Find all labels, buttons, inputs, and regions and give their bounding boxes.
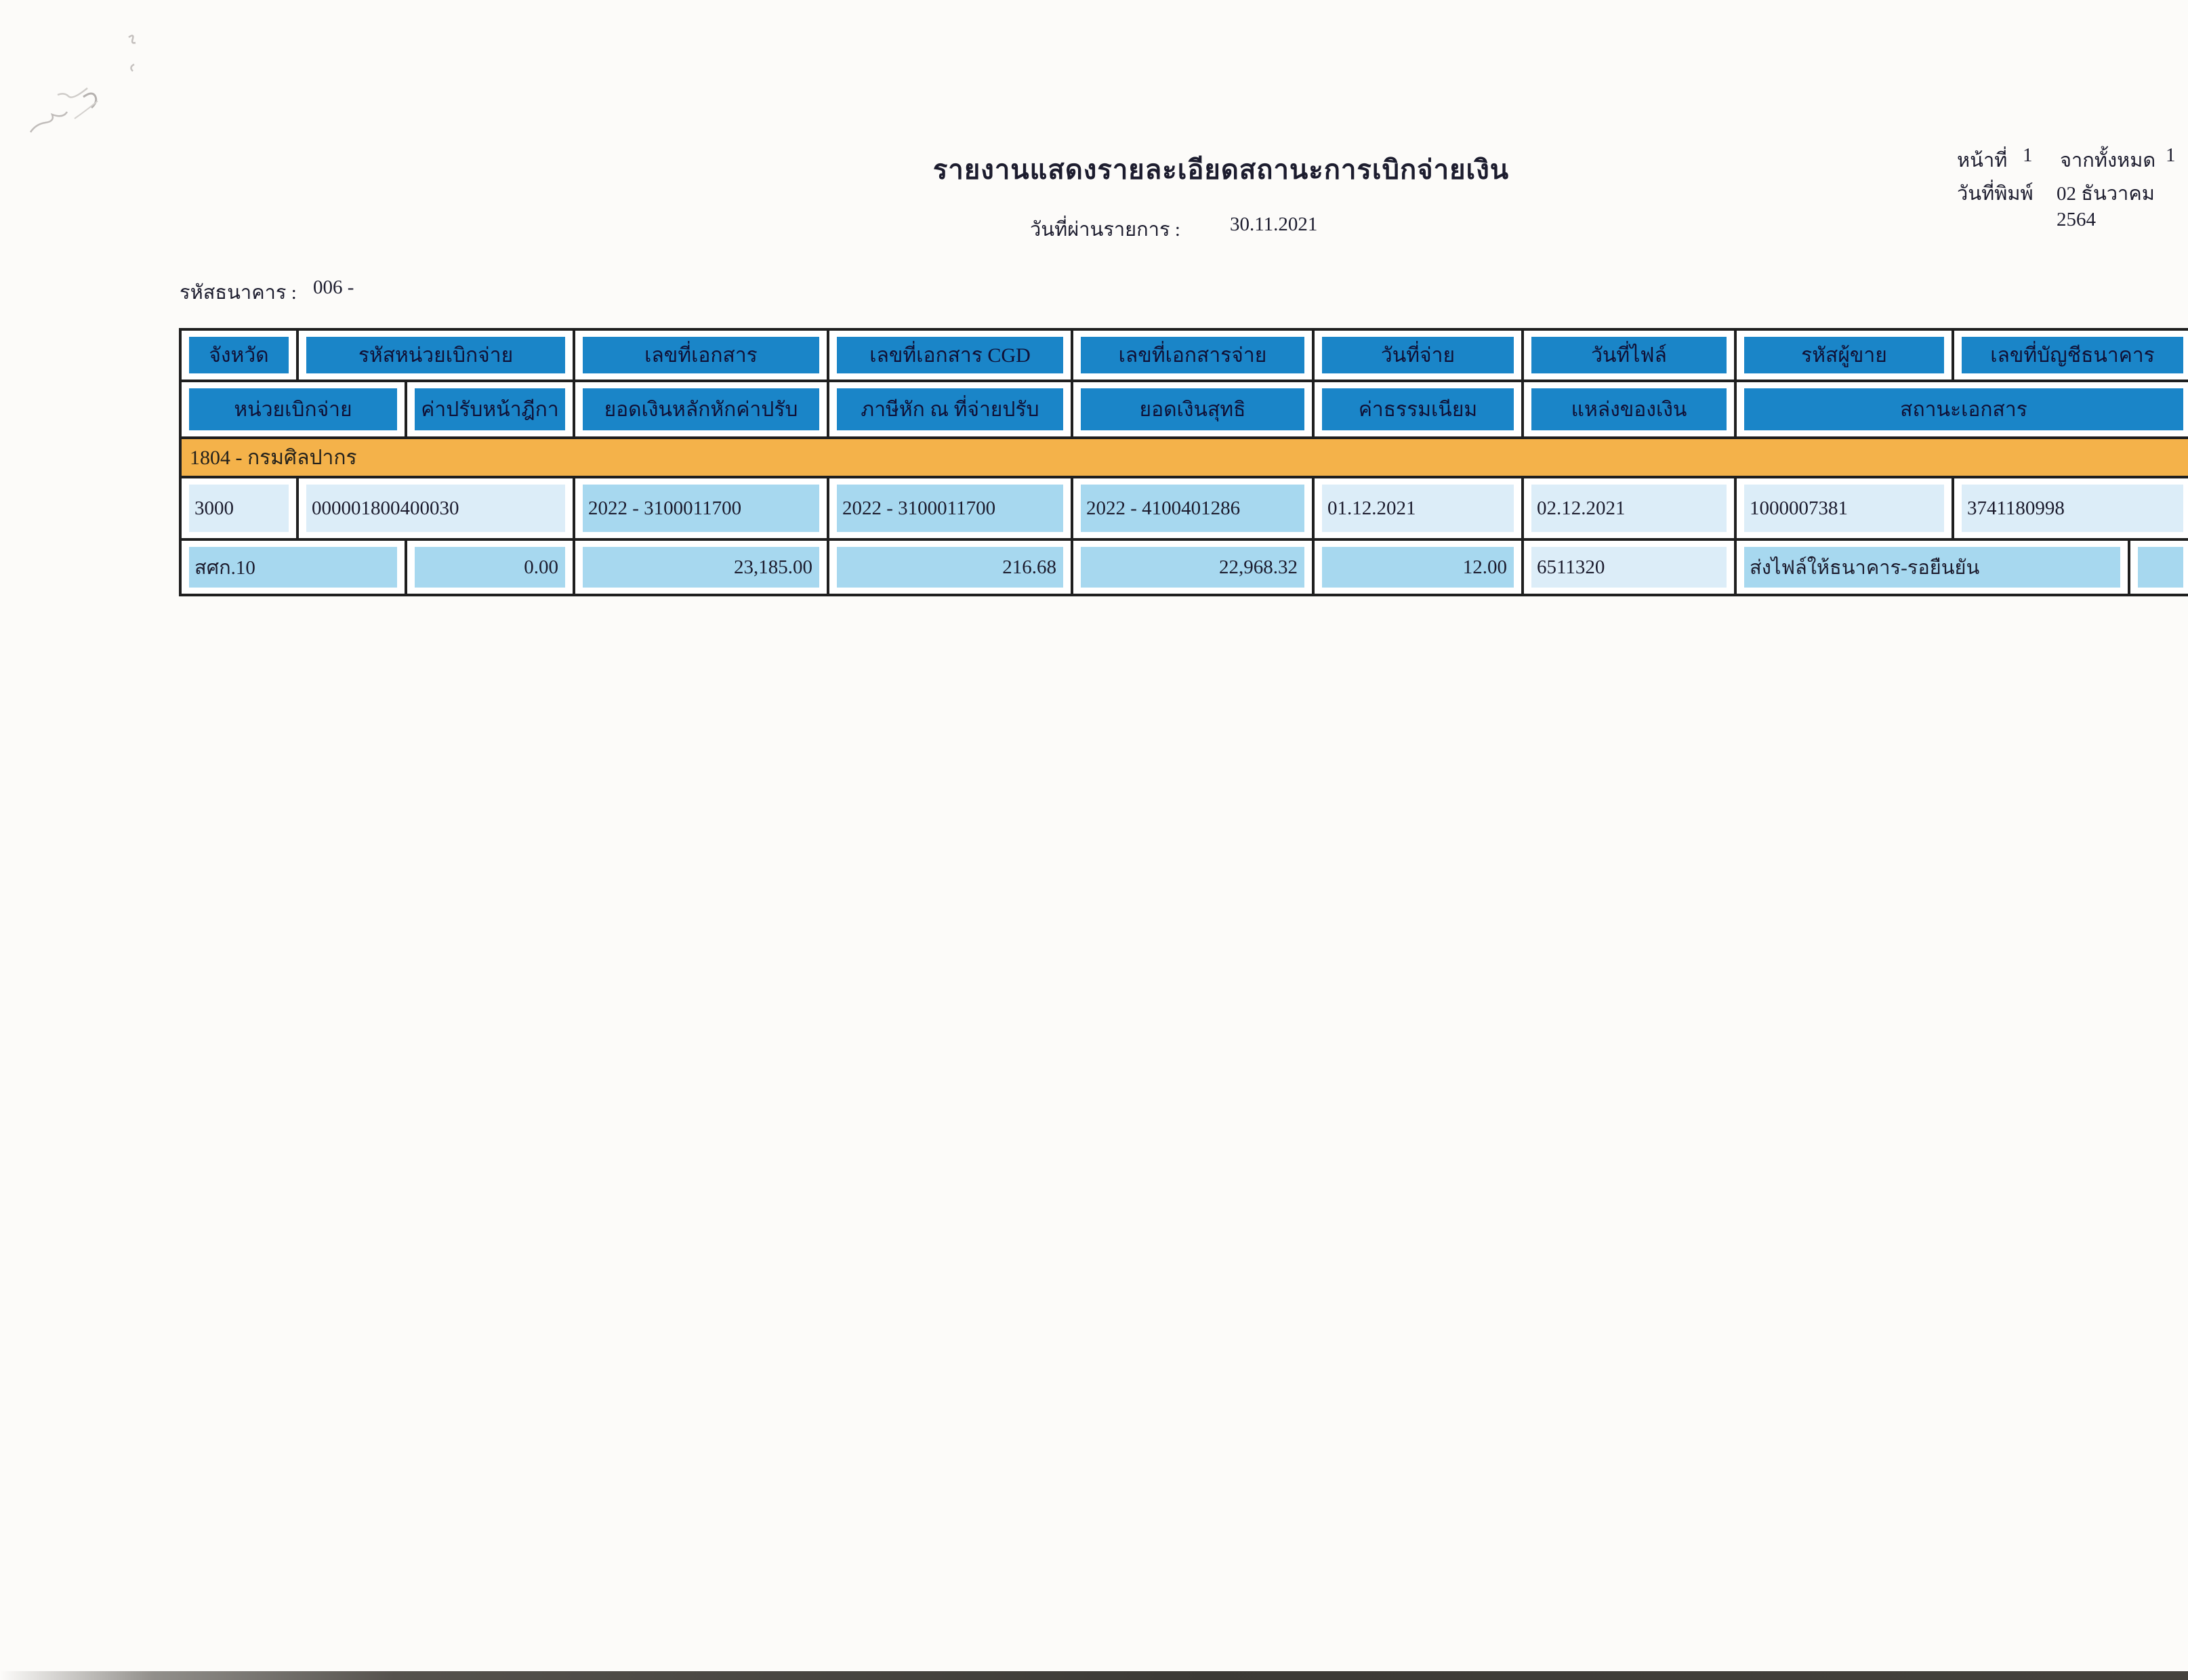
header-province: จังหวัด bbox=[179, 328, 299, 382]
posting-date-label: วันที่ผ่านรายการ : bbox=[1030, 219, 1180, 241]
cell-bank-account-no: 3741180998 bbox=[1952, 476, 2188, 541]
header-document-status: สถานะเอกสาร bbox=[1734, 380, 2188, 439]
cell-vendor-code: 1000007381 bbox=[1734, 476, 1954, 541]
cell-payment-document-no: 2022 - 4100401286 bbox=[1071, 476, 1315, 541]
cell-province: 3000 bbox=[179, 476, 299, 541]
print-date-value: 02 ธันวาคม 2564 bbox=[2057, 183, 2155, 230]
report-title: รายงานแสดงรายละเอียดสถานะการเบิกจ่ายเงิน bbox=[932, 155, 1510, 185]
posting-date-value: 30.11.2021 bbox=[1230, 213, 1318, 235]
header-fund-source: แหล่งของเงิน bbox=[1521, 380, 1737, 439]
cell-fund-source: 6511320 bbox=[1521, 538, 1737, 596]
cell-disbursement-unit-code: 000001800400030 bbox=[296, 476, 575, 541]
group-header-label: 1804 - กรมศิลปากร bbox=[182, 439, 2188, 476]
header-payment-date: วันที่จ่าย bbox=[1312, 328, 1524, 382]
cell-document-no: 2022 - 3100011700 bbox=[573, 476, 829, 541]
header-vendor-code: รหัสผู้ขาย bbox=[1734, 328, 1954, 382]
cell-net-amount: 22,968.32 bbox=[1071, 538, 1315, 596]
header-document-no: เลขที่เอกสาร bbox=[573, 328, 829, 382]
page-number-label: หน้าที่ bbox=[1957, 150, 2008, 171]
group-header-row: 1804 - กรมศิลปากร bbox=[179, 436, 2188, 478]
page-number-value: 1 bbox=[2023, 144, 2033, 166]
header-file-date: วันที่ไฟล์ bbox=[1521, 328, 1737, 382]
cell-document-status: ส่งไฟล์ให้ธนาคาร-รอยืนยัน bbox=[1734, 538, 2130, 596]
cell-payment-date: 01.12.2021 bbox=[1312, 476, 1524, 541]
header-principal-less-fine: ยอดเงินหลักหักค่าปรับ bbox=[573, 380, 829, 439]
cell-status-extra bbox=[2128, 538, 2188, 596]
cell-principal-less-fine: 23,185.00 bbox=[573, 538, 829, 596]
header-withholding-tax: ภาษีหัก ณ ที่จ่ายปรับ bbox=[827, 380, 1073, 439]
bank-code-value: 006 - bbox=[313, 276, 354, 298]
header-cgd-document-no: เลขที่เอกสาร CGD bbox=[827, 328, 1073, 382]
total-pages-value: 1 bbox=[2166, 144, 2176, 166]
cell-file-date: 02.12.2021 bbox=[1521, 476, 1737, 541]
header-fee: ค่าธรรมเนียม bbox=[1312, 380, 1524, 439]
header-petition-fine: ค่าปรับหน้าฎีกา bbox=[405, 380, 575, 439]
header-net-amount: ยอดเงินสุทธิ bbox=[1071, 380, 1315, 439]
cell-cgd-document-no: 2022 - 3100011700 bbox=[827, 476, 1073, 541]
cell-petition-fine: 0.00 bbox=[405, 538, 575, 596]
bank-code-label: รหัสธนาคาร : bbox=[180, 282, 297, 304]
header-payment-document-no: เลขที่เอกสารจ่าย bbox=[1071, 328, 1315, 382]
header-bank-account-no: เลขที่บัญชีธนาคาร bbox=[1952, 328, 2188, 382]
header-disbursement-unit: หน่วยเบิกจ่าย bbox=[179, 380, 407, 439]
print-date-label: วันที่พิมพ์ bbox=[1957, 183, 2034, 205]
total-pages-label: จากทั้งหมด bbox=[2060, 150, 2156, 171]
cell-withholding-tax: 216.68 bbox=[827, 538, 1073, 596]
cell-fee: 12.00 bbox=[1312, 538, 1524, 596]
header-disbursement-unit-code: รหัสหน่วยเบิกจ่าย bbox=[296, 328, 575, 382]
pencil-marks bbox=[29, 35, 136, 133]
scan-bottom-edge bbox=[0, 1671, 2188, 1680]
cell-disbursement-unit: สศก.10 bbox=[179, 538, 407, 596]
